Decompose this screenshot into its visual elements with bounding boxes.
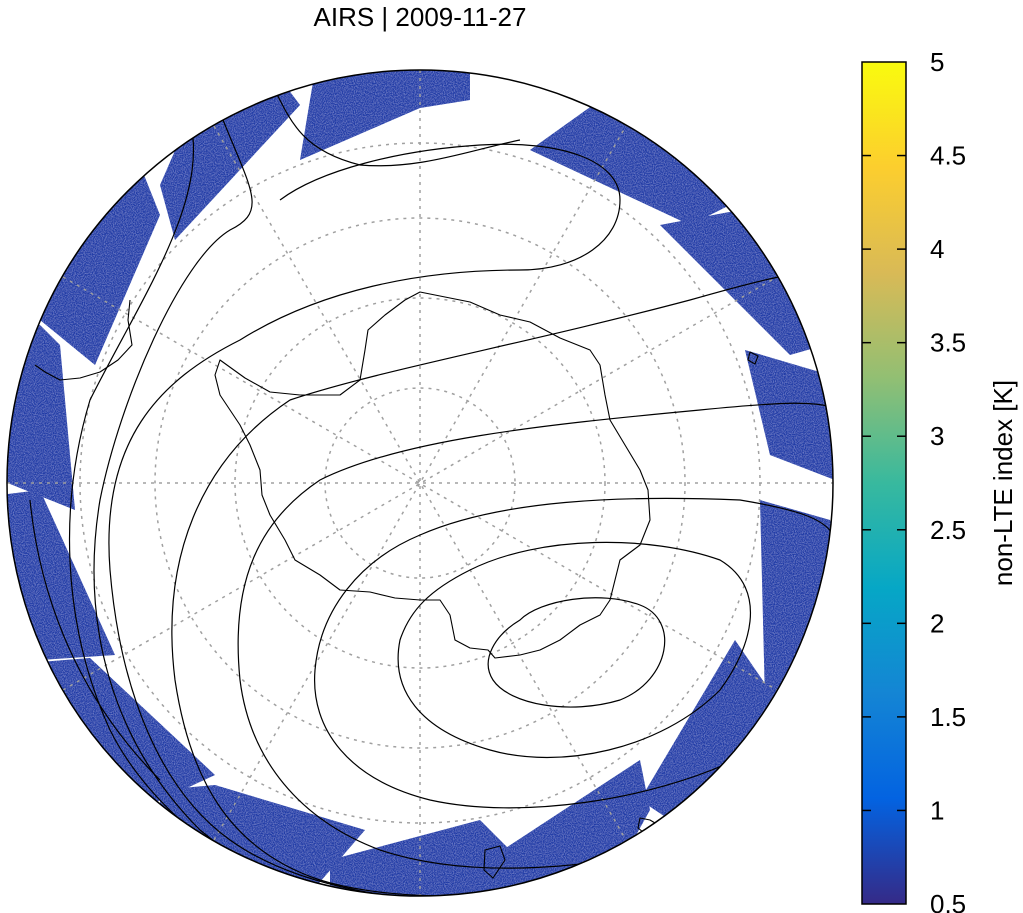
colorbar-tick-label: 1 [930,795,944,825]
map-border [6,69,834,897]
polar-map [6,69,834,897]
graticule [7,70,833,896]
swath-right-upper [660,210,825,355]
colorbar: 5 4.5 4 3.5 3 2.5 2 1.5 1 0.5 non-LTE index [K] [861,47,1018,913]
meridian-line [62,276,778,691]
contour-line [269,79,521,167]
swath-top [300,70,470,160]
contour-line [29,499,161,781]
south-america-coastline [34,299,133,381]
colorbar-label: non-LTE index [K] [988,380,1018,586]
contour-line [397,541,752,759]
colorbar-bar [861,61,907,905]
antarctica-coastline [214,291,651,659]
meridian-line [213,125,627,841]
latitude-circle [154,217,686,749]
latitude-circle [234,297,606,669]
contour-line [237,402,833,869]
meridian-line [62,276,778,691]
colorbar-tick-label: 3 [930,421,944,451]
map-background [7,70,833,896]
latitude-circle [324,387,516,579]
colorbar-ticks: 5 4.5 4 3.5 3 2.5 2 1.5 1 0.5 [862,47,966,913]
colorbar-tick-label: 2.5 [930,515,966,545]
island-coastline [747,351,759,365]
island-coastline [483,845,506,879]
colorbar-tick-label: 5 [930,47,944,77]
meridian-line [213,125,627,841]
swath-right-lower [760,500,833,700]
colorbar-tick-label: 0.5 [930,889,966,913]
coastline [34,291,759,879]
swath-lower-left [40,658,215,805]
colorbar-tick-label: 2 [930,608,944,638]
contour-line [487,597,666,708]
colorbar-tick-label: 3.5 [930,328,966,358]
swath-lower-right [640,640,790,840]
map-title: AIRS | 2009-11-27 [314,2,527,32]
colorbar-tick-label: 4 [930,234,944,264]
colorbar-tick-label: 4.5 [930,141,966,171]
colorbar-tick-label: 1.5 [930,702,966,732]
contour-line [313,497,833,809]
